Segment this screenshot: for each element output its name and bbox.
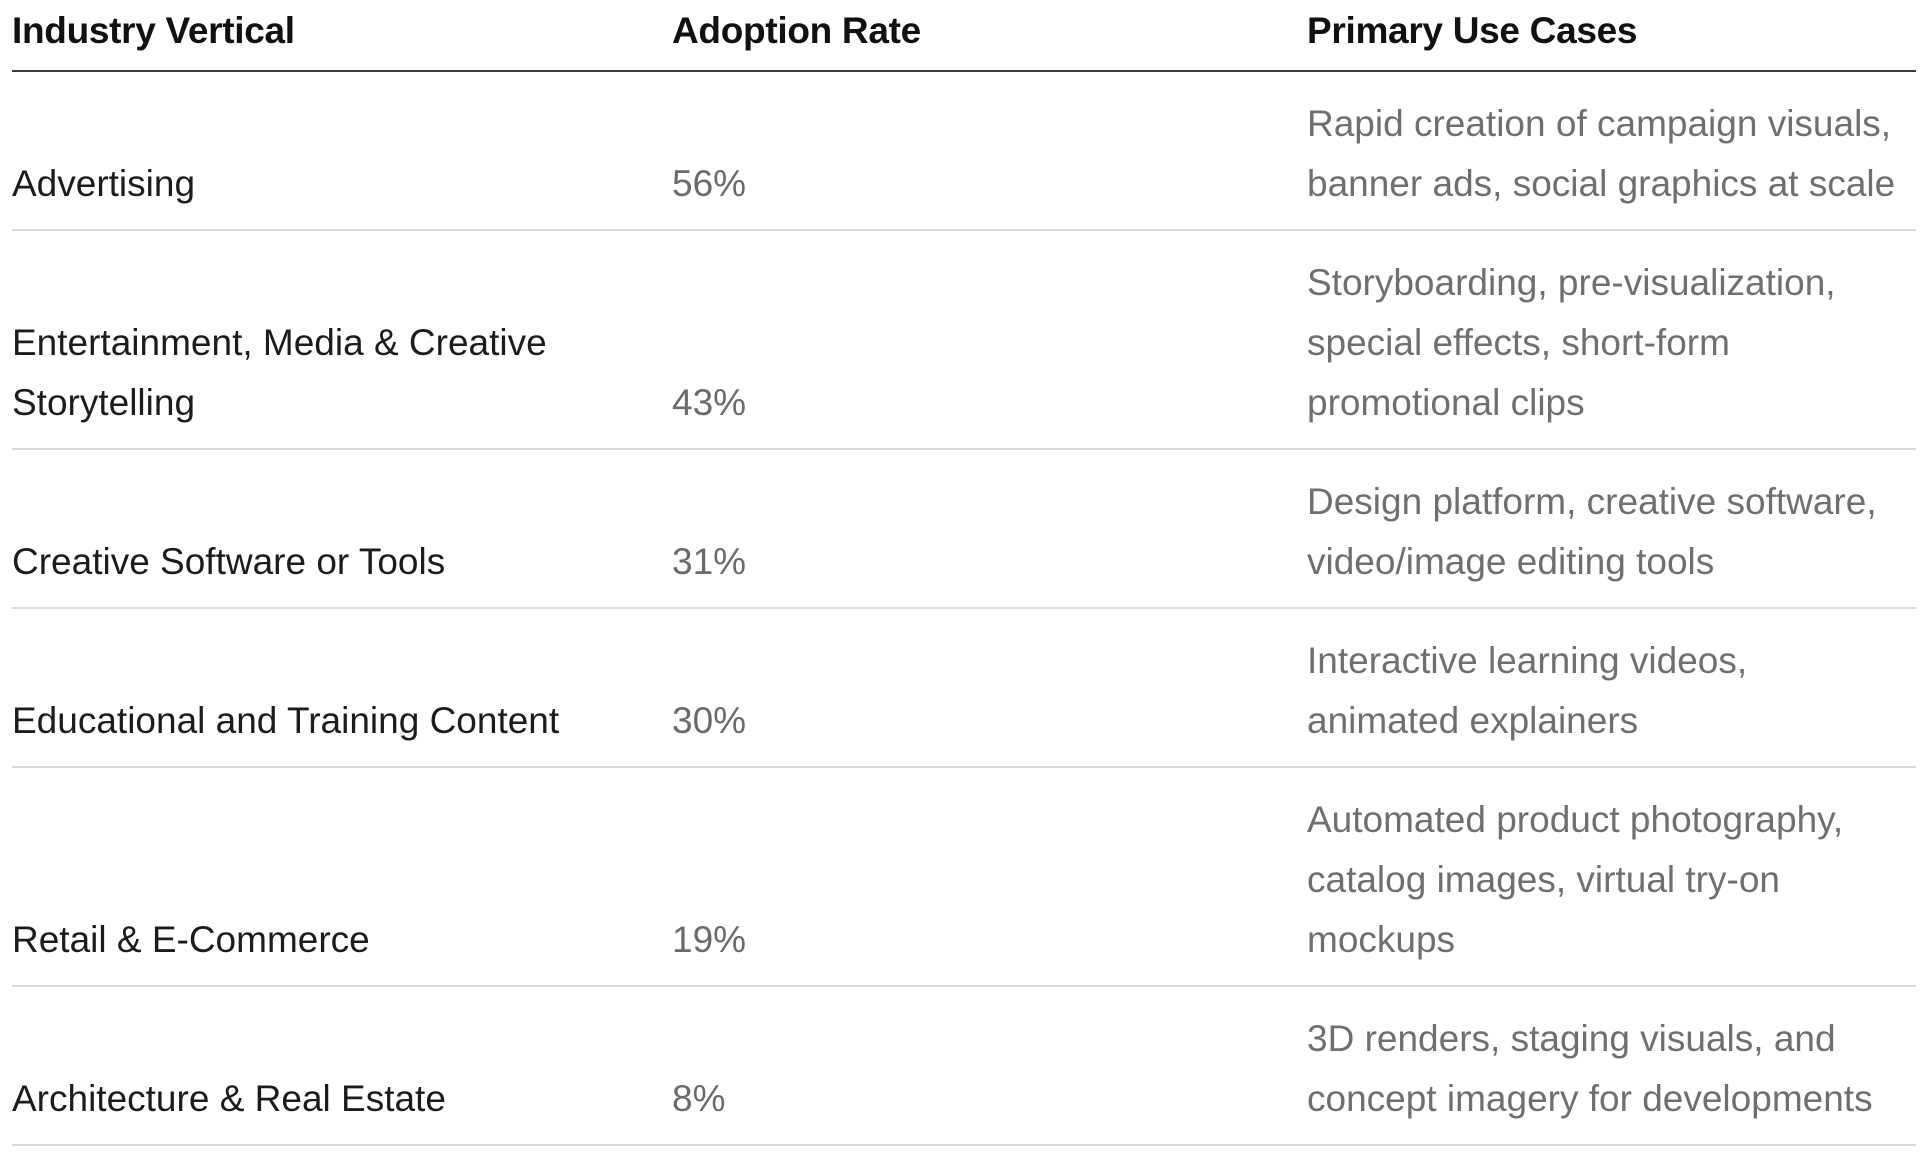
adoption-rate-cell: 56%	[672, 163, 747, 204]
table-row: Architecture & Real Estate 8% 3D renders…	[12, 987, 1916, 1146]
table-row: Entertainment, Media & Creative Storytell…	[12, 231, 1916, 450]
column-header-industry-vertical: Industry Vertical	[12, 10, 295, 51]
adoption-rate-cell: 19%	[672, 919, 747, 960]
use-cases-cell: Storyboarding, pre-visualization, special…	[1307, 262, 1836, 423]
table-row: Retail & E-Commerce 19% Automated produc…	[12, 768, 1916, 987]
column-header-adoption-rate: Adoption Rate	[672, 10, 921, 51]
adoption-rate-cell: 43%	[672, 382, 747, 423]
adoption-rate-cell: 31%	[672, 541, 747, 582]
use-cases-cell: Automated product photography, catalog im…	[1307, 799, 1844, 960]
use-cases-cell: 3D renders, staging visuals, and concept …	[1307, 1018, 1873, 1119]
table-row: Creative Software or Tools 31% Design pl…	[12, 450, 1916, 609]
table-row: Educational and Training Content 30% Int…	[12, 609, 1916, 768]
adoption-rate-cell: 30%	[672, 700, 747, 741]
industry-cell: Advertising	[12, 163, 196, 204]
industry-cell: Retail & E-Commerce	[12, 919, 370, 960]
use-cases-cell: Interactive learning videos, animated exp…	[1307, 640, 1748, 741]
use-cases-cell: Rapid creation of campaign visuals, banne…	[1307, 103, 1896, 204]
industry-cell: Creative Software or Tools	[12, 541, 446, 582]
industry-cell: Entertainment, Media & Creative Storytell…	[12, 322, 547, 423]
table-header-row: Industry Vertical Adoption Rate Primary …	[12, 0, 1916, 72]
industry-cell: Architecture & Real Estate	[12, 1078, 446, 1119]
industry-cell: Educational and Training Content	[12, 700, 560, 741]
column-header-primary-use-cases: Primary Use Cases	[1307, 10, 1638, 51]
table-row: Advertising 56% Rapid creation of campai…	[12, 72, 1916, 231]
use-cases-cell: Design platform, creative software, video…	[1307, 481, 1877, 582]
adoption-rate-cell: 8%	[672, 1078, 726, 1119]
adoption-table: Industry Vertical Adoption Rate Primary …	[12, 0, 1916, 1146]
